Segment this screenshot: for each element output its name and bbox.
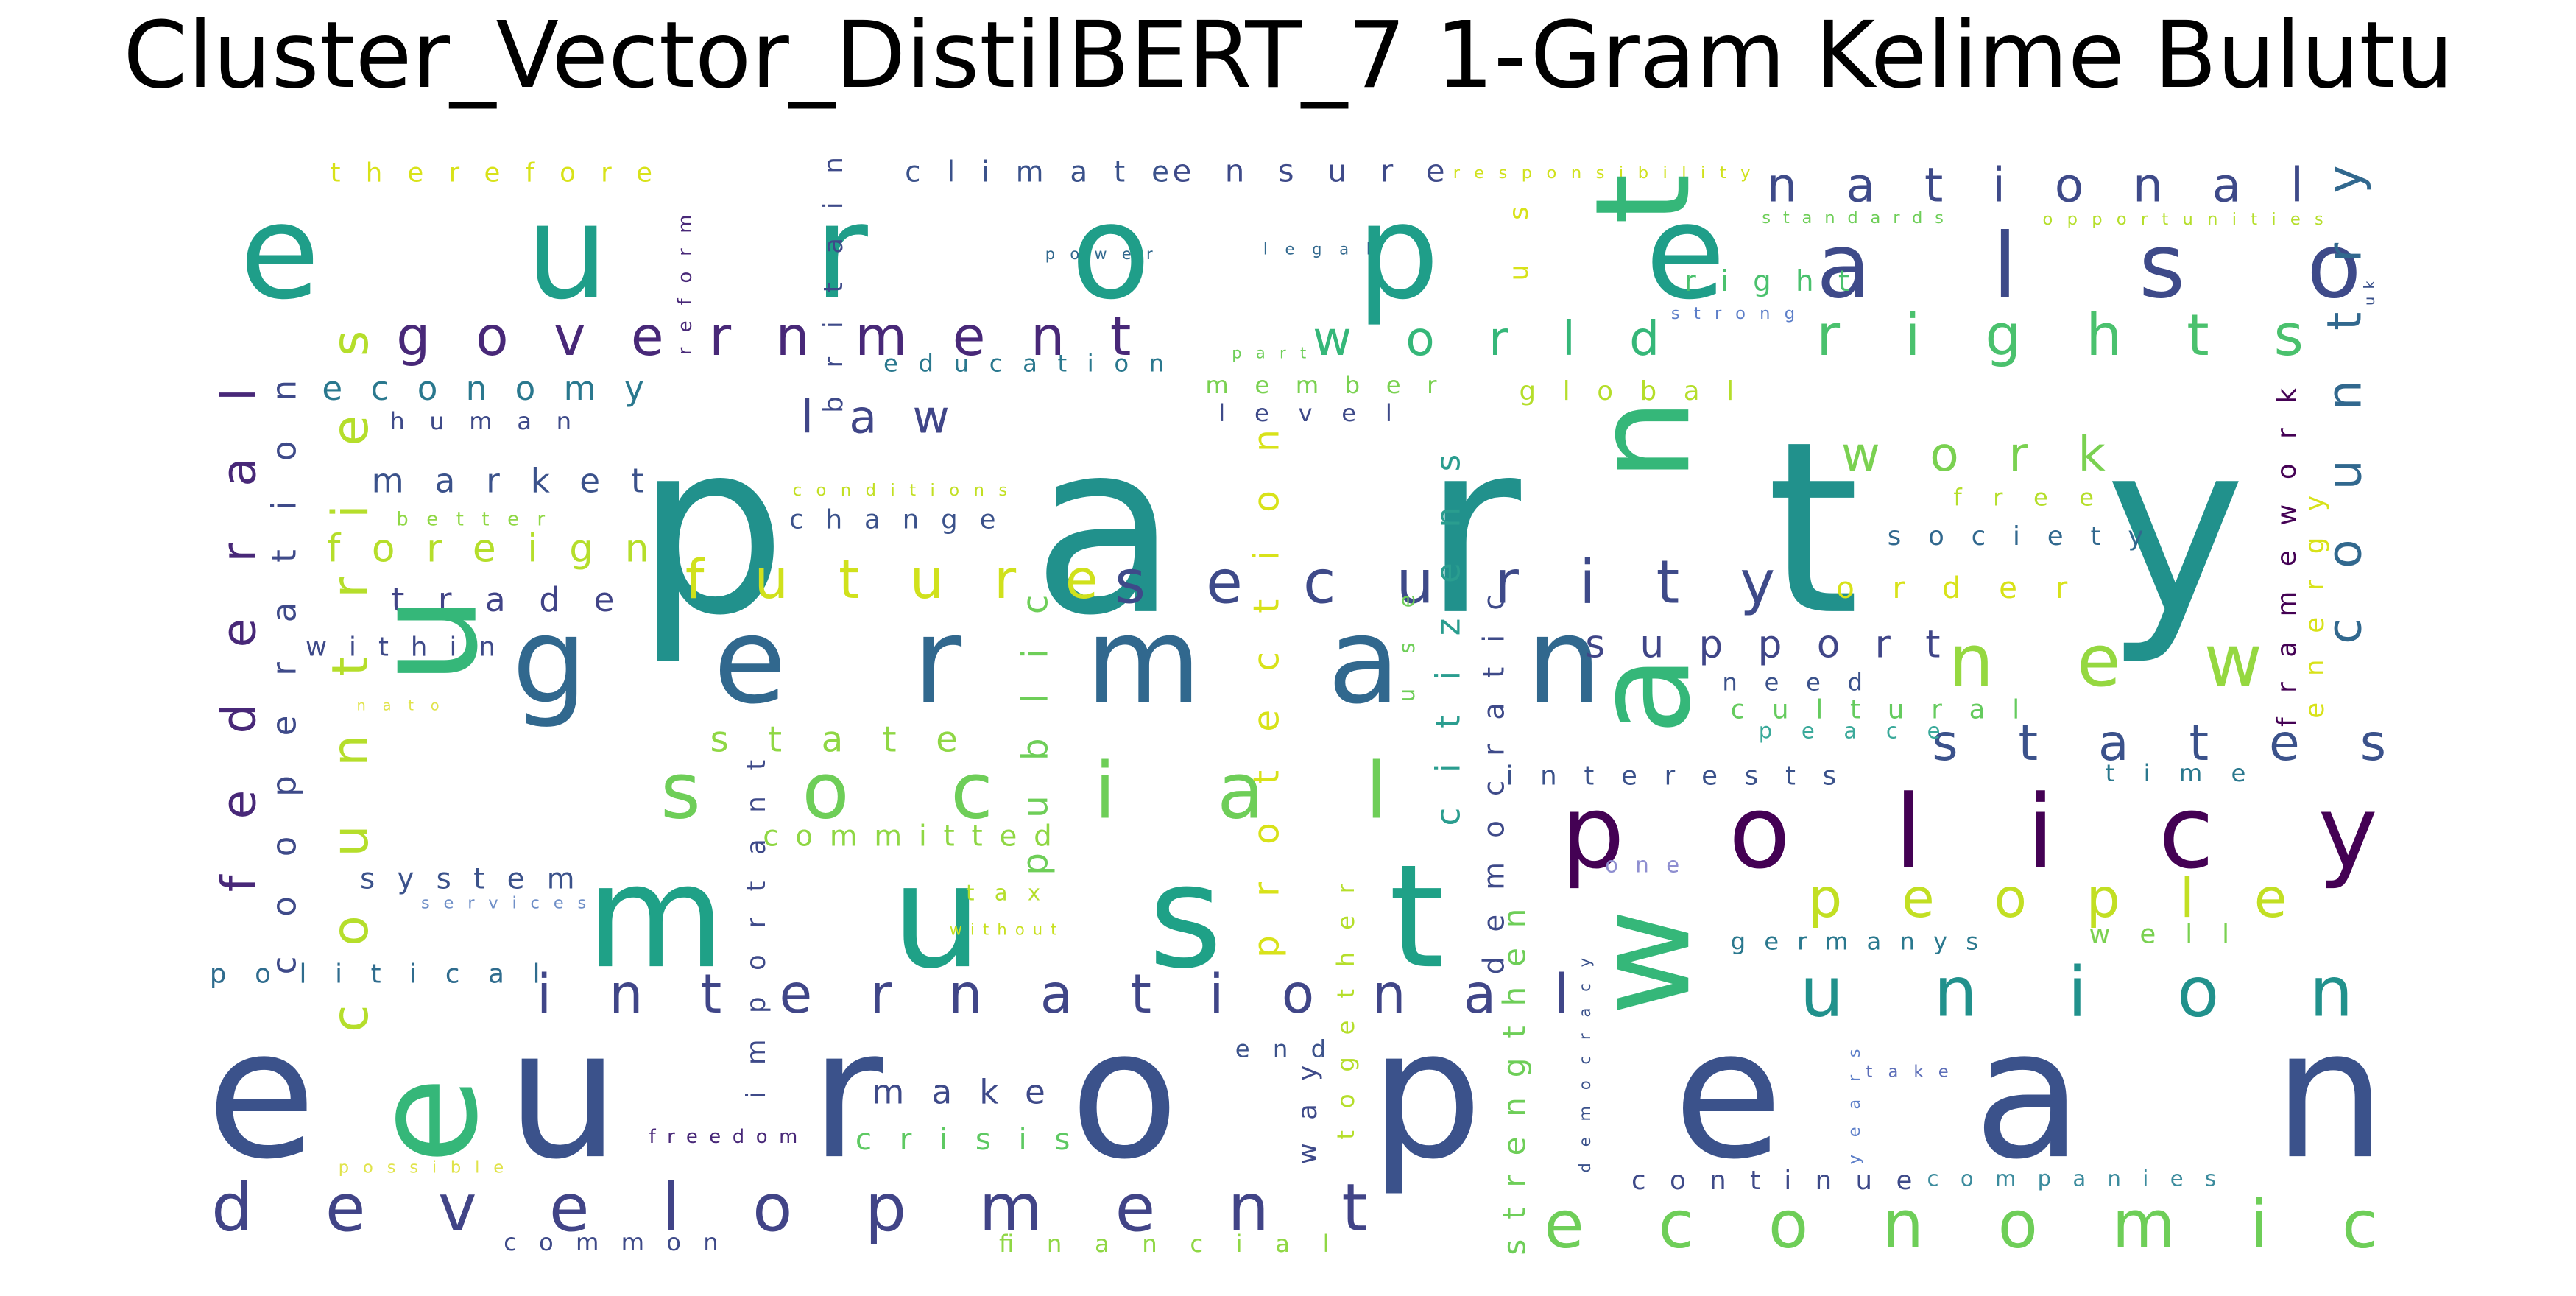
- word: climate: [905, 156, 1169, 189]
- word: education: [883, 350, 1164, 378]
- word: end: [1235, 1035, 1326, 1063]
- word: standards: [1762, 208, 1944, 228]
- word: economy: [322, 369, 643, 408]
- title: Cluster_Vector_DistilBERT_7 1-Gram Kelim…: [123, 2, 2453, 109]
- word: way: [1293, 1066, 1323, 1165]
- word: federal: [212, 388, 267, 892]
- word: one: [1605, 852, 1679, 877]
- word: therefore: [331, 158, 652, 189]
- word: political: [210, 959, 540, 990]
- word: international: [537, 964, 1569, 1026]
- word: country: [2317, 165, 2372, 644]
- word: support: [1585, 623, 1940, 667]
- word: interests: [1506, 761, 1837, 791]
- word: important: [741, 760, 772, 1099]
- word: society: [1888, 521, 2144, 552]
- word: responsibility: [1453, 163, 1751, 183]
